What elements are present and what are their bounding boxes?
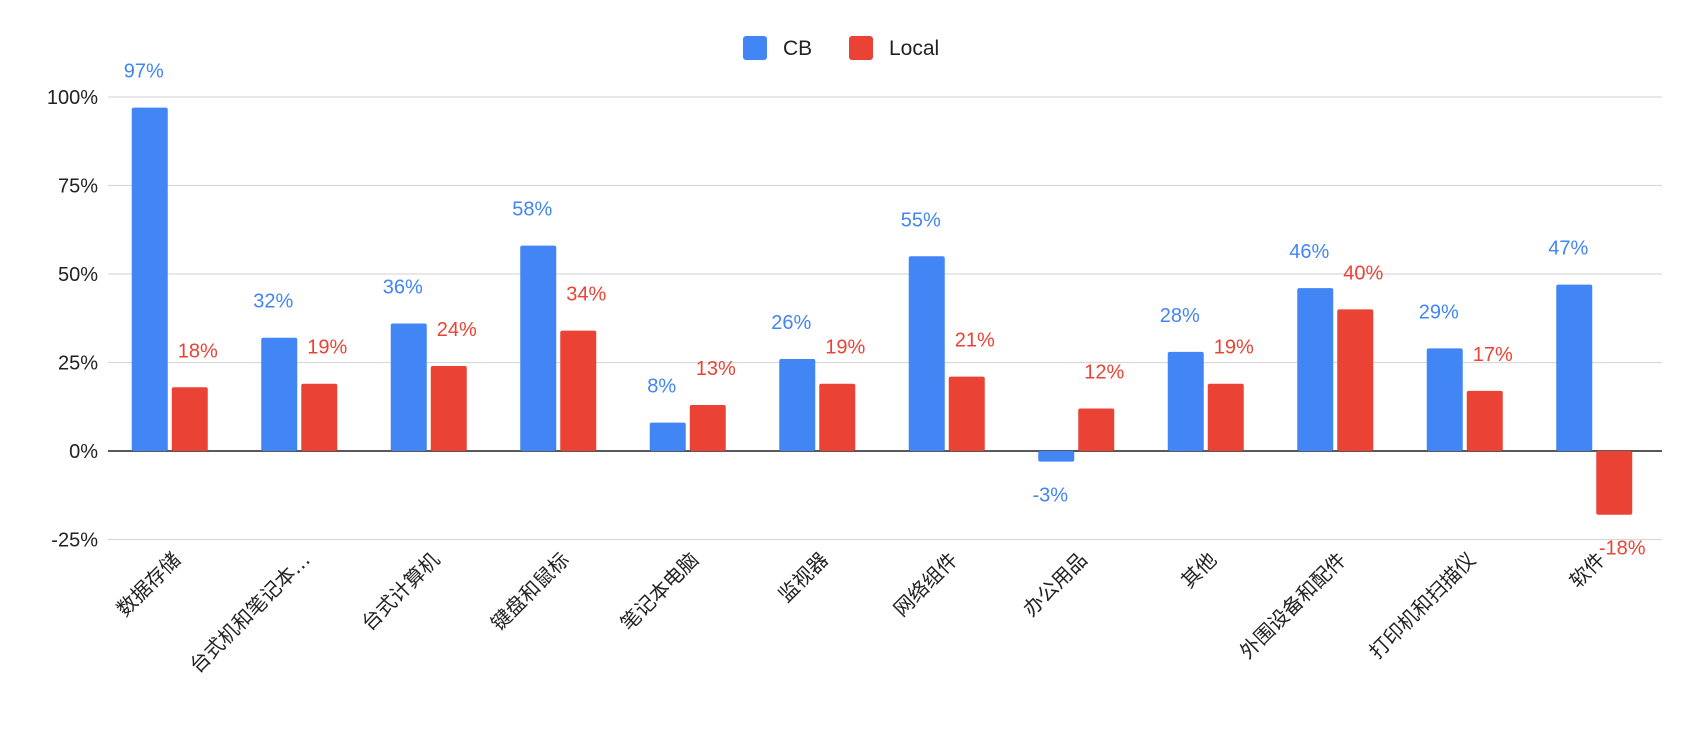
x-tick-label: 台式机和笔记本…	[185, 548, 315, 678]
data-label-cb-2: 32%	[253, 291, 293, 313]
bar-cb-5[interactable]	[649, 422, 686, 451]
bar-local-8[interactable]	[1078, 408, 1115, 451]
bar-cb-8[interactable]	[1038, 451, 1075, 462]
y-tick-label: 50%	[58, 264, 98, 286]
legend-label-local: Local	[889, 37, 939, 60]
bar-local-9[interactable]	[1207, 383, 1244, 451]
data-label-cb-4: 58%	[512, 199, 552, 221]
y-tick-label: -25%	[51, 530, 98, 552]
data-label-local-4: 34%	[566, 284, 606, 306]
data-label-local-1: 18%	[178, 340, 218, 362]
x-tick-label: 数据存储	[112, 548, 186, 622]
bar-local-12[interactable]	[1596, 451, 1633, 515]
bar-local-10[interactable]	[1337, 309, 1374, 451]
bar-local-1[interactable]	[171, 387, 208, 451]
x-tick-label: 网络组件	[889, 548, 963, 622]
bar-local-7[interactable]	[948, 376, 985, 451]
data-label-cb-7: 55%	[901, 209, 941, 231]
y-tick-label: 0%	[69, 441, 98, 463]
y-tick-label: 100%	[47, 87, 98, 109]
x-tick-label: 监视器	[773, 548, 832, 607]
bar-cb-12[interactable]	[1556, 284, 1593, 451]
data-label-cb-10: 46%	[1289, 241, 1329, 263]
bar-local-5[interactable]	[689, 404, 726, 451]
data-label-cb-8: -3%	[1032, 485, 1068, 507]
x-tick-label: 键盘和鼠标	[486, 548, 574, 636]
data-label-local-7: 21%	[955, 330, 995, 352]
bar-cb-11[interactable]	[1426, 348, 1463, 451]
bar-cb-3[interactable]	[390, 323, 427, 451]
data-label-local-10: 40%	[1343, 262, 1383, 284]
legend-swatch-local	[849, 36, 873, 60]
data-label-cb-6: 26%	[771, 312, 811, 334]
bar-cb-1[interactable]	[131, 107, 168, 452]
bar-local-4[interactable]	[560, 330, 597, 451]
x-tick-label: 其他	[1176, 548, 1221, 593]
y-axis: 100% 75% 50% 25% 0% -25%	[47, 87, 98, 552]
x-tick-label: 笔记本电脑	[616, 548, 704, 636]
bars	[131, 107, 1633, 515]
data-label-cb-5: 8%	[647, 376, 676, 398]
data-label-cb-11: 29%	[1419, 301, 1459, 323]
bar-cb-2[interactable]	[261, 337, 298, 451]
data-label-cb-12: 47%	[1548, 238, 1588, 260]
data-label-local-5: 13%	[696, 358, 736, 380]
data-label-local-12: -18%	[1599, 538, 1646, 560]
data-label-cb-3: 36%	[383, 277, 423, 299]
data-label-local-6: 19%	[825, 337, 865, 359]
x-axis: 数据存储 台式机和笔记本… 台式计算机 键盘和鼠标 笔记本电脑 监视器 网络组件 办公用品 其他…	[112, 548, 1610, 678]
bar-local-3[interactable]	[430, 366, 467, 451]
legend: CB Local	[743, 36, 939, 60]
data-label-local-2: 19%	[307, 337, 347, 359]
legend-label-cb: CB	[783, 37, 812, 60]
gridlines	[108, 96, 1662, 541]
x-tick-label: 台式计算机	[357, 548, 445, 636]
data-label-local-11: 17%	[1473, 344, 1513, 366]
bar-cb-4[interactable]	[520, 245, 557, 451]
bar-local-6[interactable]	[819, 383, 856, 451]
bar-cb-7[interactable]	[908, 256, 945, 451]
bar-cb-10[interactable]	[1297, 288, 1334, 451]
bar-cb-6[interactable]	[779, 358, 816, 451]
data-label-local-8: 12%	[1084, 362, 1124, 384]
bar-cb-9[interactable]	[1167, 351, 1204, 451]
bar-local-2[interactable]	[301, 383, 338, 451]
data-label-local-9: 19%	[1214, 337, 1254, 359]
y-tick-label: 75%	[58, 176, 98, 198]
legend-swatch-cb	[743, 36, 767, 60]
x-tick-label: 打印机和扫描仪	[1364, 548, 1480, 664]
x-tick-label: 办公用品	[1018, 548, 1092, 622]
y-tick-label: 25%	[58, 353, 98, 375]
data-labels: 97% 18% 32% 19% 36% 24% 58% 34% 8% 13% 26% 19% 55% 21…	[124, 61, 1646, 560]
data-label-local-3: 24%	[437, 319, 477, 341]
data-label-cb-1: 97%	[124, 61, 164, 83]
bar-local-11[interactable]	[1466, 390, 1503, 451]
data-label-cb-9: 28%	[1160, 305, 1200, 327]
x-tick-label: 外围设备和配件	[1235, 548, 1351, 664]
